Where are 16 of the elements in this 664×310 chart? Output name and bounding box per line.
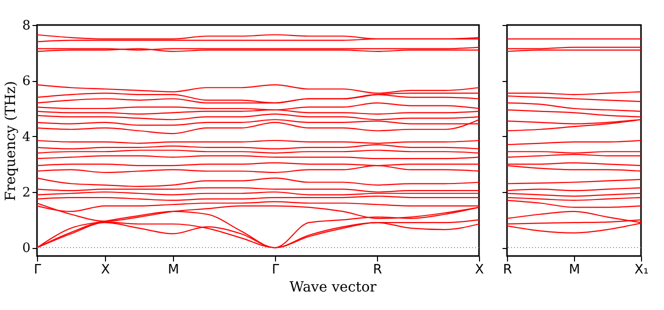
y-tick-label: 2: [22, 185, 30, 200]
x-tick-label: Γ: [272, 262, 280, 278]
x-tick-label: M: [568, 262, 580, 278]
x-tick-label: R: [372, 262, 382, 278]
y-tick-label: 0: [22, 241, 30, 256]
x-tick-label: R: [502, 262, 512, 278]
x-tick-label: Γ: [34, 262, 42, 278]
y-axis-title: Frequency (THz): [3, 80, 20, 202]
x-tick-label: X: [475, 262, 484, 278]
y-tick-label: 6: [22, 74, 30, 90]
x-tick-label: M: [168, 262, 180, 278]
y-tick-label: 8: [22, 18, 30, 34]
x-tick-label: X₁: [634, 262, 649, 278]
x-axis-title: Wave vector: [290, 280, 377, 296]
x-tick-label: X: [101, 262, 110, 278]
y-tick-label: 4: [22, 130, 30, 145]
